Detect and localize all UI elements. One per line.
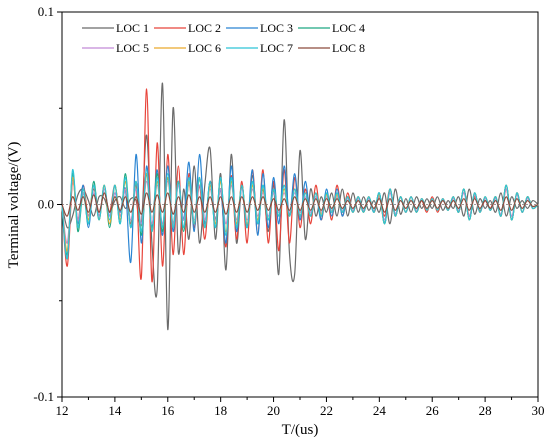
series-line-2 [61, 88, 539, 283]
legend: LOC 1 LOC 2 LOC 3 LOC 4 LOC 5 LOC 6 LOC 7 LOC 8 [82, 21, 365, 55]
legend-label: LOC 3 [260, 21, 293, 35]
legend-label: LOC 1 [116, 21, 149, 35]
series-layer [61, 82, 539, 331]
legend-label: LOC 5 [116, 41, 149, 55]
y-tick-label: 0.0 [38, 197, 54, 212]
series-line-7 [61, 169, 539, 260]
legend-label: LOC 2 [188, 21, 221, 35]
series-line-5 [61, 180, 539, 244]
series-line-8 [61, 192, 539, 217]
legend-label: LOC 7 [260, 41, 293, 55]
legend-label: LOC 4 [332, 21, 365, 35]
x-tick-label: 16 [161, 403, 175, 418]
y-axis-title: Terminal voltage/(V) [6, 142, 22, 269]
x-tick-label: 22 [320, 403, 333, 418]
y-axis-ticks: -0.1 0.0 0.1 [33, 4, 62, 404]
x-tick-label: 14 [108, 403, 122, 418]
y-tick-label: -0.1 [33, 389, 54, 404]
x-axis-title: T/(us) [282, 422, 319, 438]
x-tick-label: 30 [532, 403, 545, 418]
x-tick-label: 26 [426, 403, 440, 418]
x-tick-label: 28 [479, 403, 492, 418]
x-tick-label: 12 [56, 403, 69, 418]
x-tick-label: 18 [214, 403, 227, 418]
x-axis-ticks: 12 14 16 18 20 22 24 26 28 30 [56, 397, 545, 418]
x-tick-label: 20 [267, 403, 280, 418]
legend-label: LOC 8 [332, 41, 365, 55]
y-tick-label: 0.1 [38, 4, 54, 19]
series-line-1 [61, 82, 539, 331]
x-tick-label: 24 [373, 403, 387, 418]
legend-label: LOC 6 [188, 41, 221, 55]
